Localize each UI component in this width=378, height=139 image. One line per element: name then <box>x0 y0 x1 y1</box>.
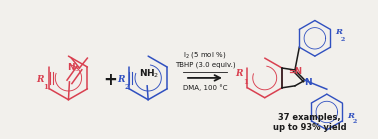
Text: R: R <box>235 70 243 78</box>
Text: DMA, 100 °C: DMA, 100 °C <box>183 85 227 91</box>
Text: TBHP (3.0 equiv.): TBHP (3.0 equiv.) <box>175 62 235 68</box>
Text: 2: 2 <box>353 119 357 124</box>
Text: R: R <box>347 112 354 120</box>
Text: N: N <box>304 78 312 87</box>
Text: R: R <box>36 75 43 84</box>
Text: N$_3$: N$_3$ <box>67 61 80 74</box>
Text: R: R <box>335 28 342 36</box>
Text: 1: 1 <box>43 83 48 91</box>
Text: 2: 2 <box>341 37 345 42</box>
Text: 2: 2 <box>124 83 129 91</box>
Text: R: R <box>117 75 124 84</box>
Text: up to 93% yield: up to 93% yield <box>273 123 346 132</box>
Text: 1: 1 <box>243 78 248 86</box>
Text: 37 examples,: 37 examples, <box>278 113 341 122</box>
Text: NH$_2$: NH$_2$ <box>139 67 159 80</box>
Text: =N: =N <box>288 67 302 76</box>
Text: I$_2$ (5 mol %): I$_2$ (5 mol %) <box>183 50 226 60</box>
Text: +: + <box>103 71 117 89</box>
